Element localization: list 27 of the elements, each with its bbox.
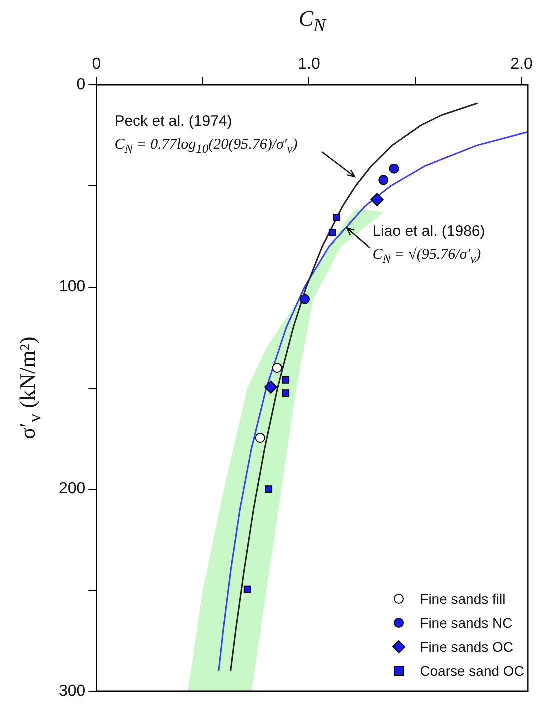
y-tick-label: 300 xyxy=(58,682,86,700)
y-tick-label: 100 xyxy=(58,278,86,296)
x-tick-label: 1.0 xyxy=(298,56,320,74)
legend-label: Fine sands fill xyxy=(420,591,506,608)
point xyxy=(389,164,400,174)
y-tick-label: 200 xyxy=(58,480,86,498)
point xyxy=(272,363,282,374)
legend-label: Fine sands NC xyxy=(420,615,513,632)
point xyxy=(328,229,336,236)
point xyxy=(244,586,252,594)
point xyxy=(300,294,310,304)
point xyxy=(282,390,290,398)
y-tick-label: 0 xyxy=(76,76,86,94)
point xyxy=(255,433,266,444)
point xyxy=(370,193,384,206)
point xyxy=(378,175,389,186)
annotation: Peck et al. (1974) C$_{N}$ = 0.77log$_{10}$(20(95.76)/σ′$_{v}$) xyxy=(114,112,298,158)
x-tick-label: 2.0 xyxy=(510,56,533,74)
annotation: Liao et al. (1986) C$_{N}$ = √(95.76/σ′$_{v}$) xyxy=(372,222,486,268)
point xyxy=(333,214,341,222)
x-axis-title: C$_{N}$ xyxy=(298,6,326,36)
x-tick-label: 0 xyxy=(92,56,102,74)
point xyxy=(282,376,290,384)
legend-label: Coarse sand OC xyxy=(420,663,524,680)
point xyxy=(265,486,273,494)
point xyxy=(264,380,278,394)
legend-label: Fine sands OC xyxy=(420,639,514,656)
